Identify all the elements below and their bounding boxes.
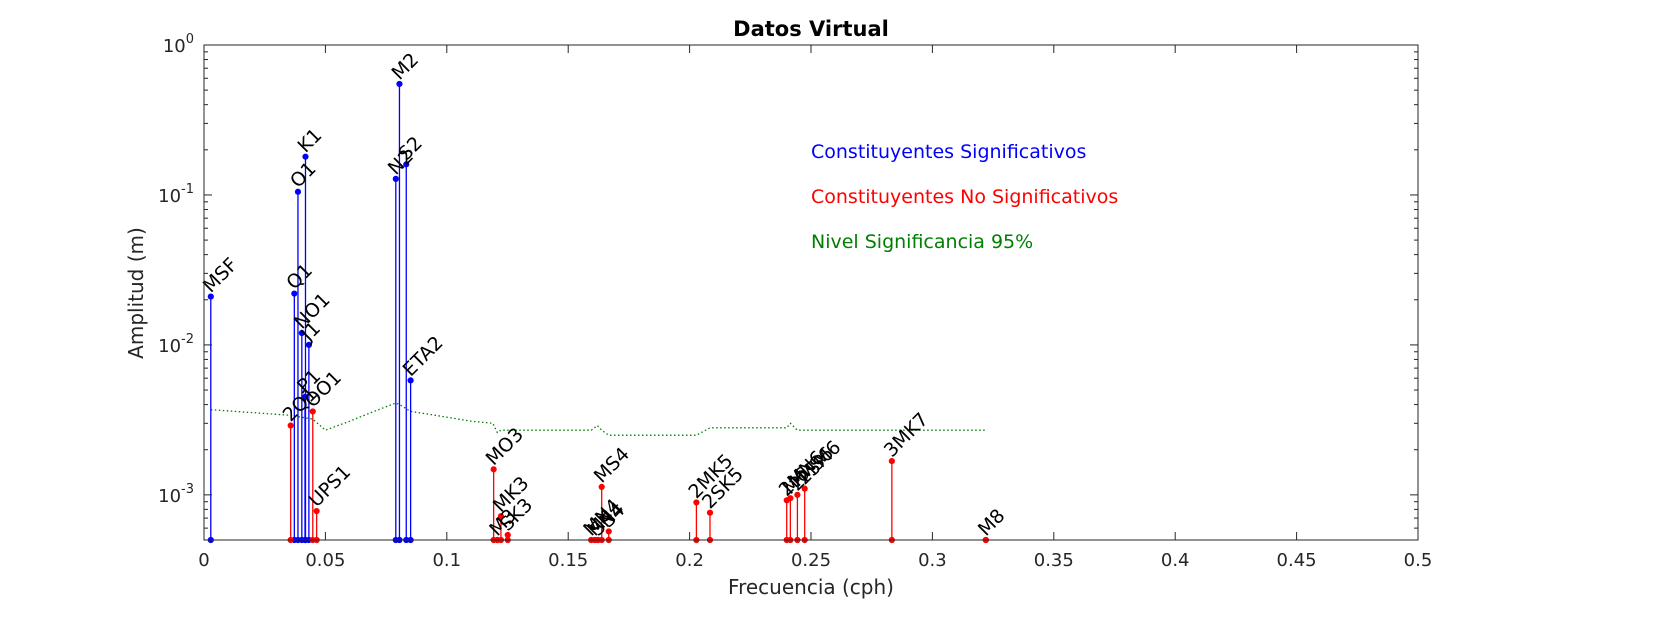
threshold-line xyxy=(210,402,986,436)
significant-marker-j1 xyxy=(305,341,312,349)
not-significant-marker-mo3 xyxy=(490,466,497,473)
not-significant-marker-ms4 xyxy=(598,483,605,491)
x-tick-label: 0 xyxy=(198,550,209,571)
x-axis-label: Frecuencia (cph) xyxy=(728,575,894,599)
not-significant-marker-mk3 xyxy=(497,513,505,520)
legend-entry: Nivel Significancia 95% xyxy=(811,231,1033,253)
not-significant-marker-2mk5 xyxy=(693,499,700,506)
significant-marker-no1 xyxy=(298,329,305,337)
threshold-layer xyxy=(210,402,986,436)
legend-entry: Constituyentes No Significativos xyxy=(811,186,1118,208)
chart-title: Datos Virtual xyxy=(733,17,889,41)
significant-marker-n2 xyxy=(392,175,399,182)
y-tick-label: 10-2 xyxy=(158,332,194,357)
x-tick-label: 0.05 xyxy=(305,550,345,571)
y-axis-label: Amplitud (m) xyxy=(124,227,148,359)
x-tick-label: 0.25 xyxy=(791,550,831,571)
axes-layer: 0 0.05 0.1 0.15 0.2 0.25 0.3 0.35 0.4 0.45 0.5 10-3… xyxy=(158,32,1432,571)
significant-marker-s2 xyxy=(403,161,410,168)
significant-marker-eta2 xyxy=(407,377,414,384)
x-tick-label: 0.35 xyxy=(1034,550,1074,571)
x-tick-label: 0.2 xyxy=(675,550,704,571)
y-tick-label: 100 xyxy=(163,32,194,57)
x-tick-label: 0.5 xyxy=(1404,550,1433,571)
y-tick-label: 10-1 xyxy=(158,182,194,207)
not-significant-marker-oo1 xyxy=(309,408,316,415)
x-tick-label: 0.4 xyxy=(1161,550,1190,571)
significant-marker-msf xyxy=(207,293,214,300)
not-significant-marker-2ms6 xyxy=(794,491,801,498)
significant-marker-o1 xyxy=(294,188,302,195)
x-tick-label: 0.45 xyxy=(1277,550,1317,571)
x-tick-label: 0.15 xyxy=(548,550,588,571)
not-significant-marker-s4 xyxy=(605,528,612,535)
not-significant-marker-ups1 xyxy=(313,507,320,515)
not-significant-marker-2q1 xyxy=(287,422,294,429)
not-significant-marker-2sm6 xyxy=(801,485,808,492)
significant-marker-m2 xyxy=(396,80,403,88)
x-tick-label: 0.3 xyxy=(918,550,947,571)
not-significant-marker-m6 xyxy=(787,495,794,502)
not-significant-marker-2sk5 xyxy=(706,509,714,516)
significant-marker-q1 xyxy=(291,290,298,297)
significant-marker-k1 xyxy=(302,153,309,160)
legend-entry: Constituyentes Significativos xyxy=(811,141,1086,163)
y-tick-label: 10-3 xyxy=(158,482,194,507)
x-tick-label: 0.1 xyxy=(432,550,461,571)
legend: Constituyentes Significativos Constituyen… xyxy=(811,141,1118,253)
not-significant-marker-3mk7 xyxy=(888,457,895,465)
